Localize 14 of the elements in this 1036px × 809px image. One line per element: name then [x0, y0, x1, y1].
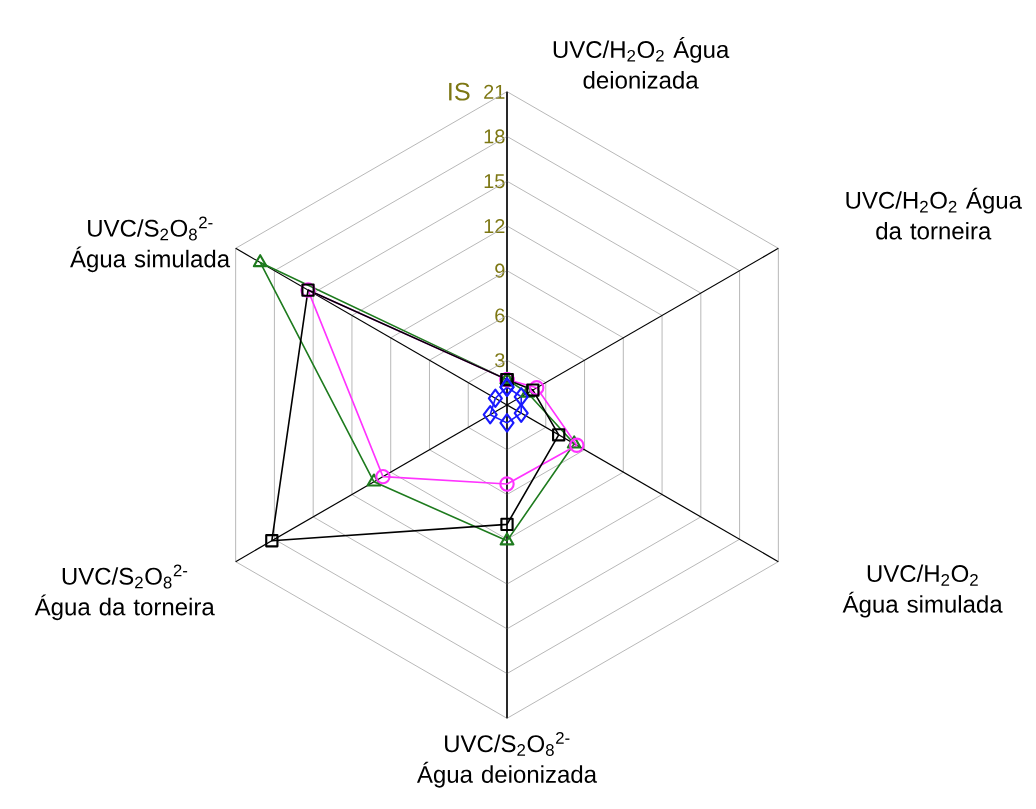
- y-tick-label: 9: [495, 263, 505, 278]
- text: IS: [449, 82, 470, 101]
- y-tick-label: 15: [484, 174, 505, 189]
- spoke-label: UVC/H$_{2}$O$_{2}$ Água deionizada: [553, 36, 730, 89]
- spoke-label: UVC/S$_{2}$O$_{8}$2- Água da torneira: [34, 564, 215, 621]
- y-tick-label: 21: [484, 84, 505, 99]
- y-tick-label: 18: [484, 129, 505, 144]
- spoke-label: UVC/H$_{2}$O$_{2}$ Água simulada: [842, 564, 1003, 618]
- y-tick-label: 6: [495, 308, 505, 323]
- spoke-label: UVC/S$_{2}$O$_{8}$2- Água simulada: [70, 216, 231, 273]
- y-tick-label: 3: [495, 353, 505, 368]
- spoke-label: UVC/H$_{2}$O$_{2}$ Água da torneira: [846, 187, 1022, 240]
- y-tick-label: 12: [484, 218, 505, 233]
- spoke-label: UVC/S$_{2}$O$_{8}$2- Água deionizada: [416, 731, 598, 788]
